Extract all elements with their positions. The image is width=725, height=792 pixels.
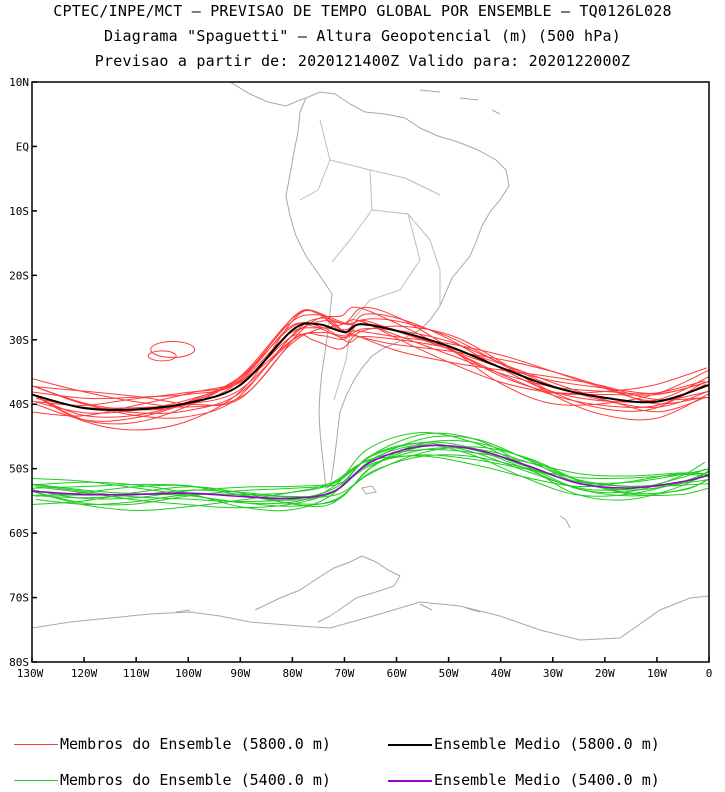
country-borders (299, 119, 441, 401)
member-5800-cutoff-loop-2 (147, 350, 177, 362)
member-5400-line-9 (32, 432, 706, 505)
member-5800-line-13 (35, 320, 708, 419)
lon-tick-label: 110W (123, 667, 150, 680)
south-america-coastline (285, 91, 510, 489)
lon-tick-label: 0 (706, 667, 713, 680)
map-frame (31, 81, 710, 663)
legend-swatch-mean-5800 (388, 743, 432, 746)
lon-tick-label: 90W (230, 667, 250, 680)
member-5800-line-12 (32, 313, 709, 403)
legend-mean-5800: Ensemble Medio (5800.0 m) (388, 735, 660, 753)
legend-label-mean-5400: Ensemble Medio (5400.0 m) (434, 771, 660, 789)
lon-tick-label: 100W (175, 667, 202, 680)
lat-tick-label: EQ (16, 140, 29, 153)
title-line-2: Diagrama "Spaguetti" – Altura Geopotenci… (104, 27, 621, 45)
legend-label-mean-5800: Ensemble Medio (5800.0 m) (434, 735, 660, 753)
member-5400-line-5 (32, 432, 709, 512)
member-5400-line-3 (32, 448, 706, 500)
legend-members-5800: Membros do Ensemble (5800.0 m) (14, 735, 331, 753)
lon-tick-label: 10W (647, 667, 667, 680)
lat-tick-label: 30S (9, 334, 29, 347)
lat-tick-label: 60S (9, 527, 29, 540)
legend-label-members-5800: Membros do Ensemble (5800.0 m) (60, 735, 331, 753)
member-5800-line-1 (36, 322, 707, 409)
member-5800-line-9 (32, 306, 707, 408)
map-layer (32, 82, 709, 641)
legend-swatch-mean-5400 (388, 779, 432, 782)
latitude-axis: 10N EQ 10S 20S 30S 40S 50S 60S 70S 80S (9, 76, 37, 669)
lat-tick-label: 70S (9, 592, 29, 605)
caribbean-islands (419, 89, 501, 115)
lon-tick-label: 40W (491, 667, 511, 680)
lon-tick-label: 60W (387, 667, 407, 680)
member-5400-line-8 (35, 439, 707, 505)
coastline-layer (32, 82, 709, 641)
member-5400-line-14 (35, 454, 708, 506)
title-line-1: CPTEC/INPE/MCT – PREVISAO DE TEMPO GLOBA… (53, 2, 672, 20)
lat-tick-label: 50S (9, 463, 29, 476)
lat-tick-label: 10S (9, 205, 29, 218)
antarctica-coastline (32, 595, 709, 641)
lon-tick-label: 50W (439, 667, 459, 680)
central-america-coastline (229, 82, 307, 107)
member-5800-line-14 (35, 309, 706, 425)
lon-tick-label: 70W (335, 667, 355, 680)
member-5800-line-7 (35, 321, 707, 422)
ensemble-mean-5400-line (32, 444, 709, 500)
weddell-islands (175, 603, 481, 613)
lon-tick-label: 120W (71, 667, 98, 680)
map-plot: 10N EQ 10S 20S 30S 40S 50S 60S 70S 80S 130W 120W 11… (9, 76, 713, 680)
antarctic-peninsula-coastline (254, 555, 401, 623)
legend-label-members-5400: Membros do Ensemble (5400.0 m) (60, 771, 331, 789)
south-georgia (559, 515, 571, 529)
lon-tick-label: 30W (543, 667, 563, 680)
member-5800-line-5 (32, 306, 709, 406)
legend-swatch-members-5400 (14, 780, 58, 781)
member-5800-cutoff-loop-1 (150, 340, 196, 358)
member-5400-line-12 (32, 435, 709, 501)
legend-swatch-members-5800 (14, 744, 58, 745)
member-5800-line-6 (33, 314, 709, 411)
falkland-islands (361, 485, 377, 495)
ensemble-mean-5800-line (32, 322, 709, 411)
title-line-3: Previsao a partir de: 2020121400Z Valido… (94, 52, 631, 70)
member-5800-line-2 (34, 317, 706, 414)
lon-tick-label: 130W (17, 667, 44, 680)
members-5400-group (32, 432, 709, 512)
members-5800-group (32, 306, 709, 431)
longitude-axis: 130W 120W 110W 100W 90W 80W 70W 60W 50W 40W 30W 20W… (17, 657, 713, 680)
lat-tick-label: 80S (9, 656, 29, 669)
lon-tick-label: 20W (595, 667, 615, 680)
lat-tick-label: 10N (9, 76, 29, 89)
lon-tick-label: 80W (282, 667, 302, 680)
legend-members-5400: Membros do Ensemble (5400.0 m) (14, 771, 331, 789)
member-5400-line-10 (32, 455, 707, 512)
lat-tick-label: 40S (9, 398, 29, 411)
lat-tick-label: 20S (9, 269, 29, 282)
legend-mean-5400: Ensemble Medio (5400.0 m) (388, 771, 660, 789)
